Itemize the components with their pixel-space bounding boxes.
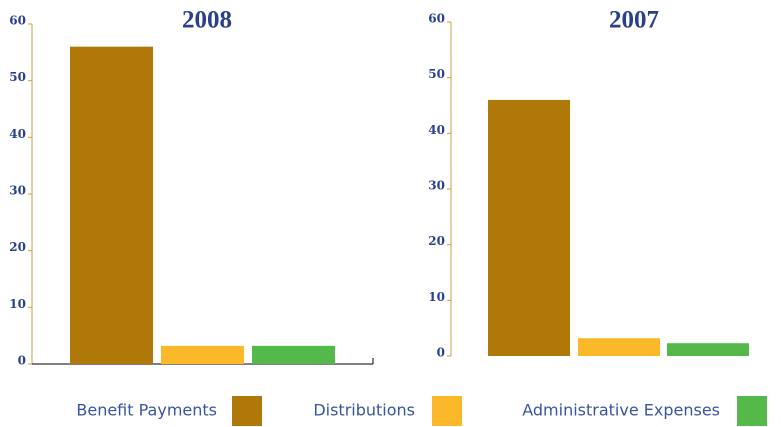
y-tick-label: 40	[9, 127, 26, 141]
bar	[488, 99, 570, 356]
y-tick-label: 30	[428, 179, 445, 193]
y-tick-label: 0	[18, 354, 26, 368]
y-tick-label: 60	[428, 12, 445, 26]
y-tick-label: 50	[9, 70, 26, 84]
y-tick-label: 60	[9, 14, 26, 28]
bar	[578, 338, 660, 356]
legend-swatch	[432, 396, 462, 426]
y-tick-label: 40	[428, 123, 445, 137]
bar	[161, 345, 244, 364]
legend-label: Benefit Payments	[76, 401, 217, 420]
y-tick-label: 10	[428, 290, 445, 304]
y-tick-label: 30	[9, 184, 26, 198]
y-tick-label: 0	[437, 346, 445, 360]
chart-title: 2008	[182, 7, 232, 34]
chart-title: 2007	[609, 7, 659, 34]
legend-label: Distributions	[313, 401, 415, 420]
y-tick-label: 10	[9, 297, 26, 311]
legend-swatch	[737, 396, 767, 426]
y-tick-label: 20	[428, 234, 445, 248]
bar	[667, 343, 749, 356]
bar	[70, 46, 153, 365]
legend-label: Administrative Expenses	[522, 401, 720, 420]
legend-swatch	[232, 396, 262, 426]
y-tick-label: 20	[9, 240, 26, 254]
y-tick-label: 50	[428, 67, 445, 81]
bar	[252, 345, 335, 364]
